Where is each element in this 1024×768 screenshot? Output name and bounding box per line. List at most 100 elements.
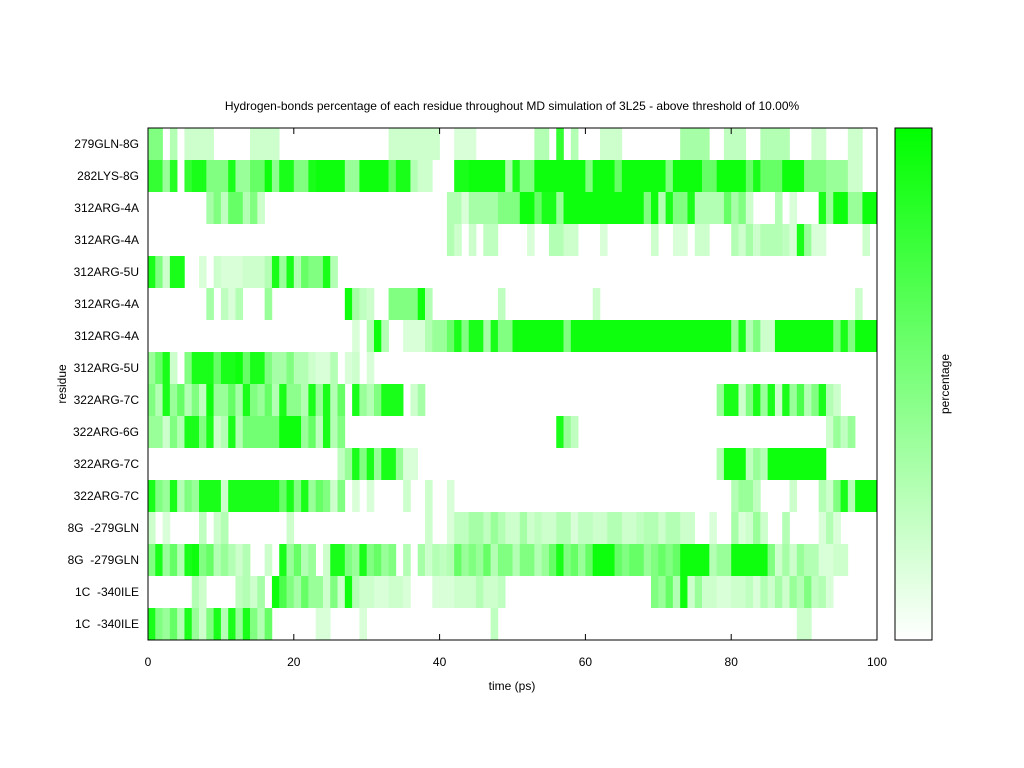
heatmap-cell — [228, 480, 280, 512]
heatmap-cell — [454, 128, 477, 160]
heatmap-cell — [446, 480, 455, 512]
heatmap-cell — [833, 512, 841, 544]
heatmap-cell — [162, 384, 171, 416]
heatmap-cell — [191, 160, 207, 192]
heatmap-cell — [177, 384, 185, 416]
heatmap-cell — [199, 512, 207, 544]
heatmap-cell — [541, 544, 550, 576]
heatmap-cell — [286, 576, 295, 608]
heatmap-cell — [228, 416, 236, 448]
heatmap-cell — [541, 192, 557, 224]
heatmap-cell — [148, 128, 163, 160]
y-tick-label: 279GLN-8G — [74, 137, 139, 151]
heatmap-cell — [381, 544, 389, 576]
heatmap-cell — [359, 160, 389, 192]
heatmap-cell — [745, 224, 754, 256]
heatmap-cell — [811, 224, 827, 256]
heatmap-cell — [235, 576, 244, 608]
heatmap-cell — [855, 320, 878, 352]
heatmap-cell — [220, 416, 229, 448]
heatmap-cell — [228, 256, 244, 288]
heatmap-cell — [468, 192, 499, 224]
plot-area-border — [147, 127, 878, 641]
heatmap-cell — [330, 384, 338, 416]
heatmap-cell — [468, 160, 506, 192]
heatmap-cell — [760, 448, 768, 480]
heatmap-cell — [855, 480, 878, 512]
heatmap-cell — [213, 544, 222, 576]
y-tick-label: 322ARG-6G — [73, 425, 139, 439]
y-tick-label: 312ARG-4A — [74, 201, 139, 215]
heatmap-cell — [833, 192, 849, 224]
heatmap-cell — [169, 352, 178, 384]
heatmap-cell — [774, 384, 783, 416]
heatmap-cell — [796, 384, 805, 416]
heatmap-cell — [796, 608, 812, 640]
heatmap-cell — [767, 384, 776, 416]
heatmap-cell — [315, 608, 331, 640]
heatmap-cell — [169, 544, 178, 576]
heatmap-cell — [403, 576, 411, 608]
heatmap-cell — [811, 384, 819, 416]
heatmap-cell — [308, 480, 316, 512]
heatmap-cell — [417, 544, 426, 576]
heatmap-cell — [425, 320, 433, 352]
heatmap-cell — [162, 416, 171, 448]
heatmap-cell — [556, 416, 564, 448]
heatmap-cell — [301, 576, 309, 608]
heatmap-cell — [220, 288, 229, 320]
heatmap-cell — [570, 320, 732, 352]
heatmap-cell — [731, 512, 739, 544]
heatmap-cell — [592, 288, 601, 320]
heatmap-cell — [446, 544, 455, 576]
heatmap-cell — [199, 544, 207, 576]
heatmap-cell — [330, 576, 338, 608]
heatmap-cell — [417, 288, 426, 320]
heatmap-cell — [286, 256, 295, 288]
heatmap-cell — [512, 160, 521, 192]
heatmap-cell — [825, 512, 834, 544]
heatmap-cell — [599, 128, 623, 160]
heatmap-cell — [592, 512, 608, 544]
heatmap-cell — [454, 544, 462, 576]
heatmap-cell — [716, 544, 732, 576]
heatmap-cell — [731, 480, 739, 512]
heatmap-cell — [228, 608, 236, 640]
heatmap-cell — [169, 416, 178, 448]
heatmap-cell — [148, 512, 156, 544]
heatmap-cell — [468, 512, 484, 544]
heatmap-cell — [738, 512, 747, 544]
heatmap-cell — [184, 480, 193, 512]
heatmap-cell — [563, 544, 572, 576]
heatmap-cell — [191, 576, 200, 608]
heatmap-cell — [432, 576, 455, 608]
heatmap-cell — [760, 320, 776, 352]
heatmap-cell — [322, 256, 331, 288]
heatmap-cells — [148, 128, 878, 640]
heatmap-cell — [162, 544, 171, 576]
heatmap-cell — [257, 608, 265, 640]
heatmap-cell — [352, 448, 360, 480]
heatmap-cell — [388, 160, 397, 192]
heatmap-cell — [220, 608, 229, 640]
heatmap-cell — [366, 320, 375, 352]
heatmap-cell — [169, 128, 178, 160]
heatmap-cell — [257, 384, 265, 416]
heatmap-cell — [534, 544, 542, 576]
heatmap-cell — [344, 544, 353, 576]
heatmap-cell — [213, 192, 222, 224]
heatmap-cell — [184, 128, 214, 160]
heatmap-cell — [738, 224, 747, 256]
heatmap-cell — [760, 512, 768, 544]
y-tick-label: 1C -340ILE — [75, 585, 139, 599]
heatmap-cell — [228, 384, 236, 416]
heatmap-cell — [833, 416, 841, 448]
heatmap-cell — [497, 320, 513, 352]
heatmap-cell — [702, 160, 717, 192]
heatmap-cell — [745, 512, 754, 544]
heatmap-cell — [220, 480, 229, 512]
heatmap-cell — [148, 416, 163, 448]
heatmap-cell — [716, 576, 732, 608]
heatmap-cell — [388, 128, 440, 160]
heatmap-cell — [774, 320, 834, 352]
